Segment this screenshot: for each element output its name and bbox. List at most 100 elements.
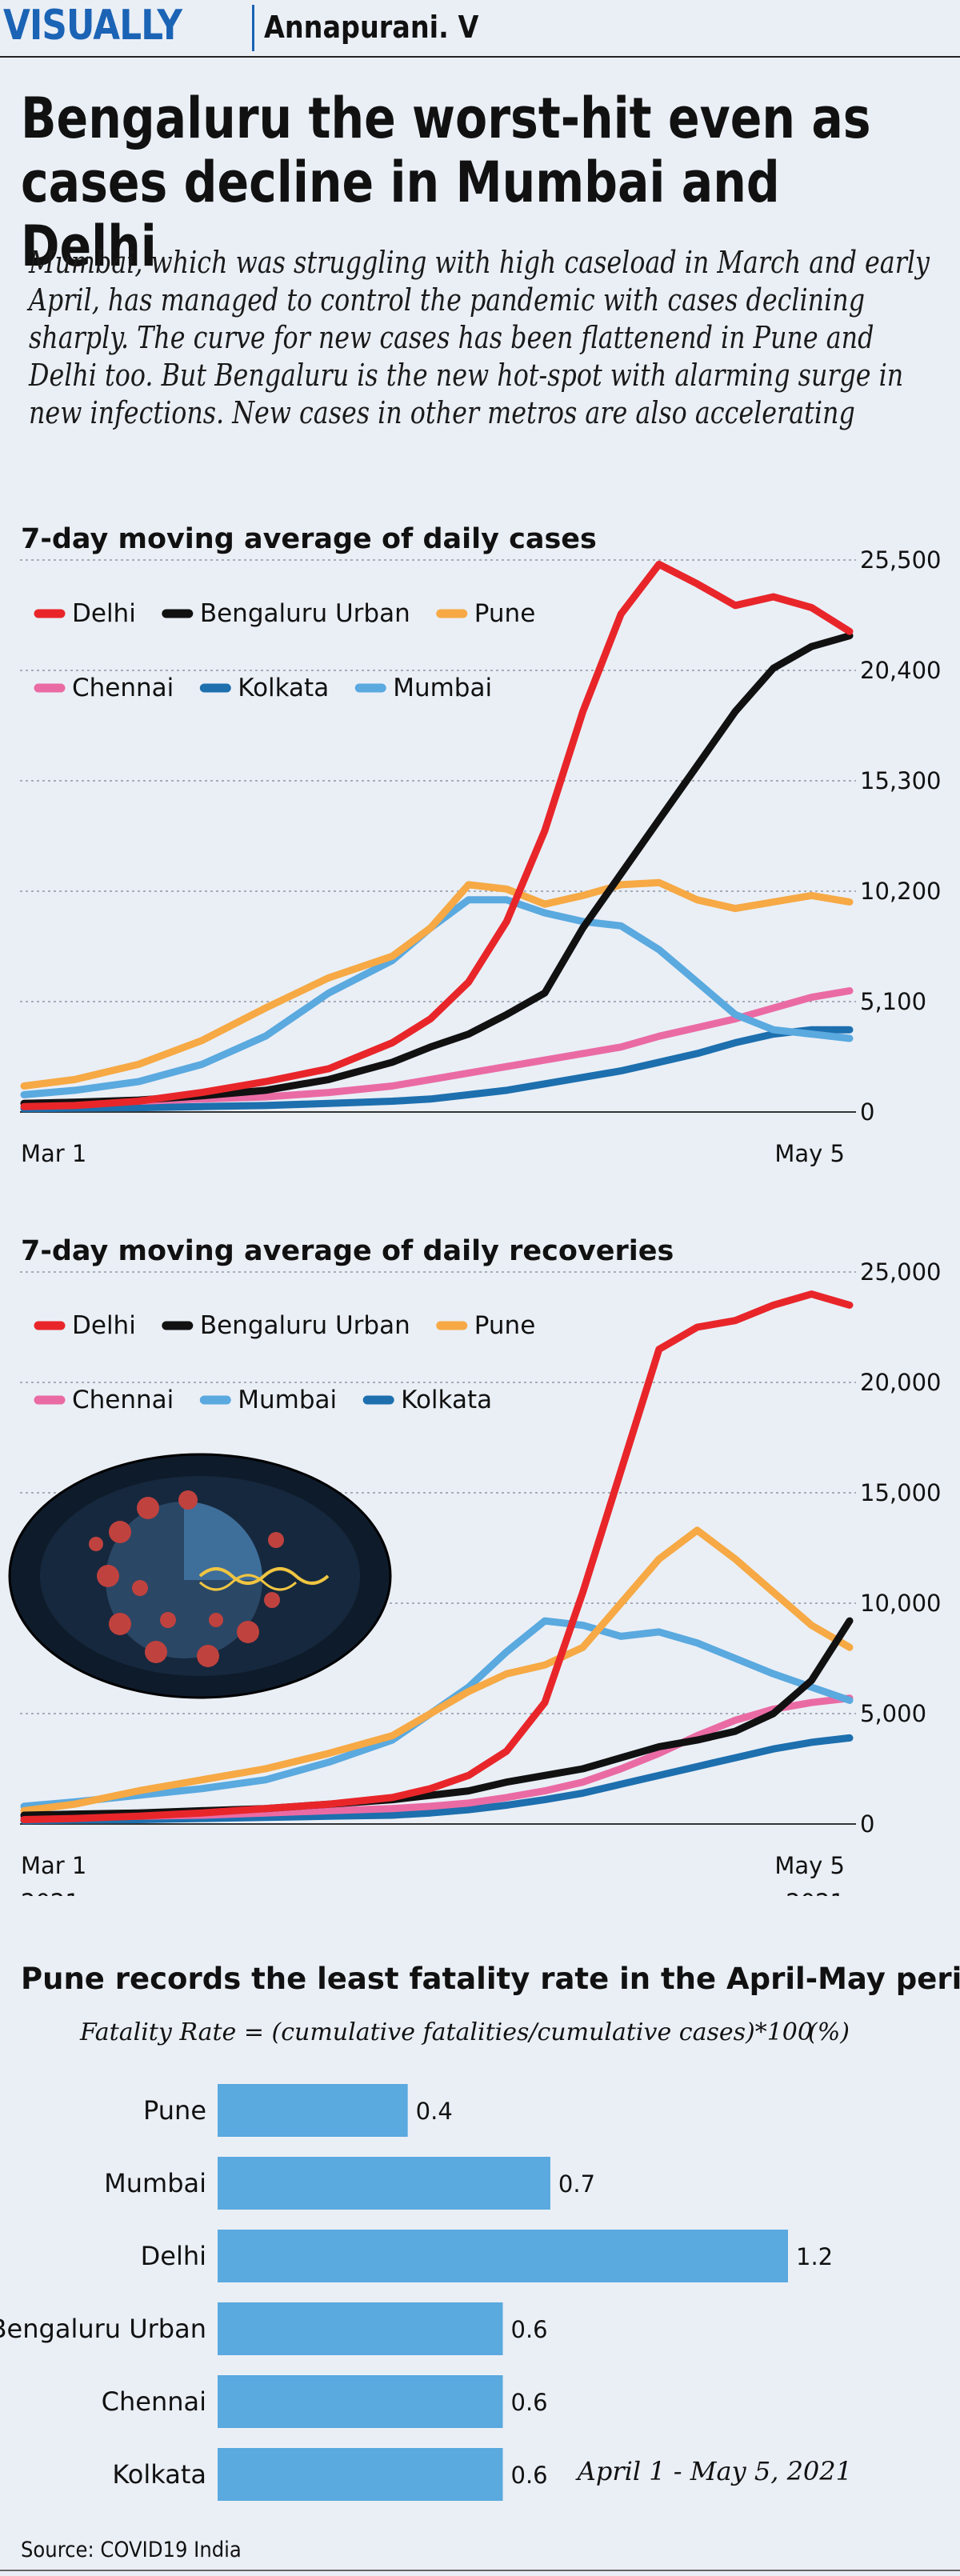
cases-x-end-month: May 5 xyxy=(774,1140,845,1167)
cases-legend-label: Kolkata xyxy=(238,674,329,702)
bar-chennai xyxy=(218,2375,503,2428)
fatality-formula: Fatality Rate = (cumulative fatalities/c… xyxy=(79,2018,813,2046)
fatality-chart-title: Pune records the least fatality rate in … xyxy=(21,1962,960,1996)
cases-y-tick-label: 10,200 xyxy=(860,878,941,905)
cases-x-start-month: Mar 1 xyxy=(21,1140,86,1167)
cases-series-kolkata xyxy=(20,1026,854,1113)
bar-row-chennai: Chennai 0.6 xyxy=(102,2375,548,2428)
cases-legend-label: Mumbai xyxy=(393,674,492,702)
recoveries-legend-pune: Pune xyxy=(436,1311,536,1340)
bar-category-label: Delhi xyxy=(141,2241,206,2271)
header: VISUALLY Annapurani. V xyxy=(0,0,960,56)
recoveries-legend-mumbai: Mumbai xyxy=(199,1386,337,1414)
cases-y-tick-label: 20,400 xyxy=(860,657,941,684)
recoveries-series-delhi xyxy=(20,1290,854,1823)
bar-value-label: 0.7 xyxy=(558,2170,595,2198)
fatality-bars: Pune 0.4 Mumbai 0.7 Delhi 1.2 Bengaluru Urban 0… xyxy=(0,2084,833,2501)
bar-category-label: Bengaluru Urban xyxy=(0,2314,206,2344)
bar-value-label: 0.6 xyxy=(511,2389,548,2416)
cases-chart-title: 7-day moving average of daily cases xyxy=(21,523,597,555)
author-name: Annapurani. V xyxy=(264,10,479,45)
recoveries-legend-kolkata: Kolkata xyxy=(362,1386,492,1414)
cases-y-tick-label: 0 xyxy=(860,1098,874,1126)
bottom-rule xyxy=(0,2570,960,2571)
recoveries-legend-label: Bengaluru Urban xyxy=(200,1311,410,1340)
headline: Bengaluru the worst-hit even as cases de… xyxy=(21,86,871,279)
bar-delhi xyxy=(218,2230,788,2282)
recoveries-legend-label: Chennai xyxy=(72,1386,174,1414)
recoveries-x-end-month: May 5 xyxy=(774,1852,845,1879)
coronavirus-illustration xyxy=(8,1453,392,1699)
cases-series xyxy=(20,560,854,1113)
fatality-period: April 1 - May 5, 2021 xyxy=(575,2456,852,2486)
bar-value-label: 0.6 xyxy=(511,2462,548,2489)
recoveries-y-tick-label: 25,000 xyxy=(860,1258,941,1286)
cases-legend-label: Bengaluru Urban xyxy=(200,599,410,628)
bar-value-label: 0.6 xyxy=(511,2316,548,2343)
cases-y-tick-label: 5,100 xyxy=(860,988,926,1015)
cases-legend-label: Pune xyxy=(474,599,536,628)
cases-legend-mumbai: Mumbai xyxy=(354,674,492,702)
recoveries-x-labels: Mar 1 2021 May 5 2021 xyxy=(21,1852,845,1896)
cases-series-mumbai xyxy=(20,896,854,1098)
cases-legend-chennai: Chennai xyxy=(34,674,174,702)
recoveries-line-chart: 7-day moving average of daily recoveries… xyxy=(8,1235,941,1896)
bar-pune xyxy=(218,2084,408,2137)
recoveries-legend-label: Kolkata xyxy=(401,1386,492,1414)
recoveries-y-ticks: 0 5,000 10,000 15,000 20,000 25,000 xyxy=(860,1258,941,1838)
recoveries-y-tick-label: 20,000 xyxy=(860,1369,941,1396)
recoveries-legend-label: Pune xyxy=(474,1311,536,1340)
recoveries-legend-label: Delhi xyxy=(72,1311,136,1340)
cases-legend-label: Delhi xyxy=(72,599,136,628)
recoveries-series xyxy=(20,1290,854,1825)
cases-y-tick-label: 25,500 xyxy=(860,546,941,574)
bar-category-label: Mumbai xyxy=(104,2168,206,2198)
recoveries-x-start-month: Mar 1 xyxy=(21,1852,86,1879)
source-note: Source: COVID19 India xyxy=(21,2538,242,2562)
fatality-unit: (%) xyxy=(808,2018,850,2046)
recoveries-legend-delhi: Delhi xyxy=(34,1311,136,1340)
recoveries-legend-bengaluru-urban: Bengaluru Urban xyxy=(162,1311,410,1340)
recoveries-x-end-year: 2021 xyxy=(786,1889,845,1896)
recoveries-y-tick-label: 15,000 xyxy=(860,1479,941,1506)
cases-legend-bengaluru-urban: Bengaluru Urban xyxy=(162,599,410,628)
cases-legend-label: Chennai xyxy=(72,674,174,702)
recoveries-legend-chennai: Chennai xyxy=(34,1386,174,1414)
bar-row-bengaluru-urban: Bengaluru Urban 0.6 xyxy=(0,2302,548,2355)
brand-logo: VISUALLY xyxy=(3,2,182,50)
cases-legend: Delhi Bengaluru Urban Pune Chennai Kolkata Mu… xyxy=(34,599,536,702)
cases-series-delhi xyxy=(20,560,854,1110)
recoveries-chart-title: 7-day moving average of daily recoveries xyxy=(21,1235,674,1267)
intro-text: Mumbai, which was struggling with high c… xyxy=(29,245,930,430)
recoveries-series-mumbai xyxy=(20,1617,854,1810)
recoveries-y-tick-label: 10,000 xyxy=(860,1590,941,1617)
cases-legend-kolkata: Kolkata xyxy=(199,674,329,702)
bar-category-label: Kolkata xyxy=(112,2459,206,2490)
recoveries-y-tick-label: 5,000 xyxy=(860,1700,926,1727)
recoveries-series-pune xyxy=(20,1526,854,1814)
header-rule xyxy=(0,56,960,58)
cases-y-ticks: 0 5,100 10,200 15,300 20,400 25,500 xyxy=(860,546,941,1126)
cases-y-tick-label: 15,300 xyxy=(860,767,941,794)
bar-bengaluru-urban xyxy=(218,2302,503,2355)
bar-row-delhi: Delhi 1.2 xyxy=(141,2230,833,2282)
cases-series-pune xyxy=(20,878,854,1090)
cases-legend-delhi: Delhi xyxy=(34,599,136,628)
bar-row-pune: Pune 0.4 xyxy=(143,2084,453,2137)
bar-kolkata xyxy=(218,2448,503,2501)
cases-gridlines xyxy=(20,559,856,1113)
bar-row-kolkata: Kolkata 0.6 xyxy=(112,2448,548,2501)
fatality-bar-chart: Pune records the least fatality rate in … xyxy=(0,1962,960,2501)
recoveries-y-tick-label: 0 xyxy=(860,1810,874,1838)
bar-category-label: Chennai xyxy=(102,2386,206,2417)
recoveries-x-start-year: 2021 xyxy=(21,1889,80,1896)
bar-mumbai xyxy=(218,2157,550,2210)
cases-legend-pune: Pune xyxy=(436,599,536,628)
recoveries-legend-label: Mumbai xyxy=(238,1386,337,1414)
bar-value-label: 0.4 xyxy=(416,2098,453,2125)
cases-x-labels: Mar 1 2021 May 5 2021 xyxy=(21,1140,845,1167)
recoveries-legend: Delhi Bengaluru Urban Pune Chennai Mumbai Kol… xyxy=(34,1311,536,1414)
header-divider xyxy=(252,5,254,51)
bar-row-mumbai: Mumbai 0.7 xyxy=(104,2157,595,2210)
recoveries-gridlines xyxy=(20,1271,856,1825)
